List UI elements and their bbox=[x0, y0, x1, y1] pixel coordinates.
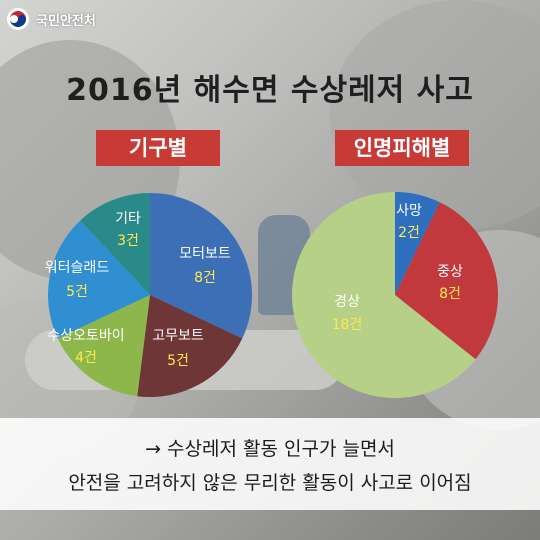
pie-slice bbox=[80, 193, 150, 295]
slice-value: 18건 bbox=[332, 317, 363, 333]
pie-slice bbox=[150, 193, 252, 339]
pie-slice bbox=[47, 220, 150, 339]
background-rock bbox=[330, 0, 540, 230]
slice-label: 기타 bbox=[115, 211, 141, 227]
taegeuk-icon bbox=[7, 8, 29, 30]
pie-slice bbox=[395, 192, 440, 295]
brand-name: 국민안전처 bbox=[36, 13, 96, 29]
page-title: 2016년 해수면 수상레저 사고 bbox=[66, 73, 474, 108]
slice-label: 모터보트 bbox=[179, 246, 231, 262]
caption-line-1: → 수상레저 활동 인구가 늘면서 bbox=[145, 438, 395, 460]
slice-label: 사망 bbox=[396, 203, 422, 219]
slice-value: 2건 bbox=[398, 225, 420, 241]
caption-box: → 수상레저 활동 인구가 늘면서 안전을 고려하지 않은 무리한 활동이 사고… bbox=[0, 418, 540, 510]
slice-label: 수상오토바이 bbox=[47, 328, 124, 344]
caption-line-2: 안전을 고려하지 않은 무리한 활동이 사고로 이어짐 bbox=[68, 472, 472, 494]
chart-title-equipment: 기구별 bbox=[96, 130, 220, 166]
slice-value: 5건 bbox=[66, 284, 88, 300]
slice-value: 4건 bbox=[75, 350, 97, 366]
slice-value: 8건 bbox=[194, 270, 216, 286]
slice-value: 3건 bbox=[117, 233, 139, 249]
slice-label: 워터슬래드 bbox=[45, 260, 110, 276]
slice-label: 경상 bbox=[334, 294, 360, 310]
pie-slice bbox=[395, 202, 498, 360]
pie-slice bbox=[292, 192, 476, 398]
chart-title-casualty: 인명피해별 bbox=[335, 130, 469, 166]
brand-logo: 국민안전처 bbox=[6, 5, 96, 33]
slice-label: 고무보트 bbox=[152, 328, 204, 344]
pie-slice bbox=[57, 295, 150, 397]
slice-label: 중상 bbox=[437, 264, 463, 280]
slice-value: 8건 bbox=[439, 286, 461, 302]
slice-value: 5건 bbox=[167, 353, 189, 369]
pie-slice bbox=[137, 295, 243, 397]
